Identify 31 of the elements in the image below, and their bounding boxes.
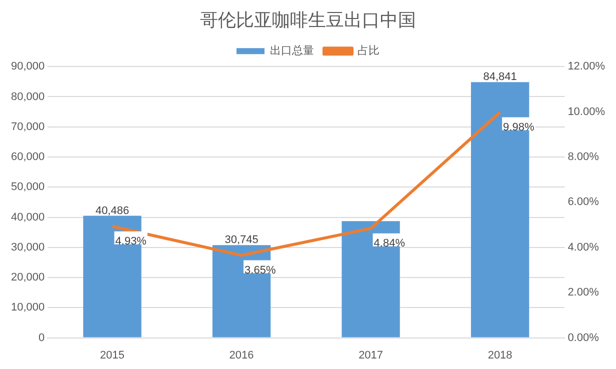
y-tick-label: 50,000 [10, 181, 45, 194]
y2-tick-label: 12.00% [568, 60, 606, 73]
y-tick-label: 30,000 [10, 241, 45, 254]
x-tick-label: 2018 [488, 349, 512, 362]
data-label: 3.65% [244, 264, 276, 276]
y2-tick-label: 10.00% [568, 106, 606, 118]
y-tick-label: 60,000 [10, 151, 45, 164]
legend-label: 出口总量 [270, 44, 314, 58]
data-label: 40,486 [95, 204, 130, 217]
y2-tick-label: 8.00% [568, 151, 600, 164]
chart-title: 哥伦比亚咖啡生豆出口中国 [200, 10, 416, 30]
y-tick-label: 40,000 [10, 211, 45, 224]
legend-label: 占比 [358, 44, 380, 58]
x-tick-label: 2016 [229, 349, 254, 362]
data-label: 30,745 [224, 234, 258, 246]
data-label: 84,841 [483, 71, 517, 84]
y2-tick-label: 0.00% [568, 332, 600, 344]
y-tick-label: 90,000 [10, 60, 45, 73]
y-tick-label: 80,000 [10, 90, 45, 103]
y2-tick-label: 4.00% [568, 241, 600, 254]
x-tick-label: 2017 [358, 349, 384, 362]
y2-tick-label: 2.00% [568, 286, 600, 299]
y-tick-label: 70,000 [10, 120, 45, 133]
data-label: 9.98% [503, 121, 534, 134]
data-label: 4.84% [374, 237, 406, 250]
y-tick-label: 0 [38, 332, 45, 344]
data-label: 4.93% [115, 235, 147, 248]
y-tick-label: 10,000 [10, 302, 45, 314]
y2-tick-label: 6.00% [568, 196, 600, 208]
y-tick-label: 20,000 [10, 272, 45, 284]
x-tick-label: 2015 [100, 349, 125, 362]
